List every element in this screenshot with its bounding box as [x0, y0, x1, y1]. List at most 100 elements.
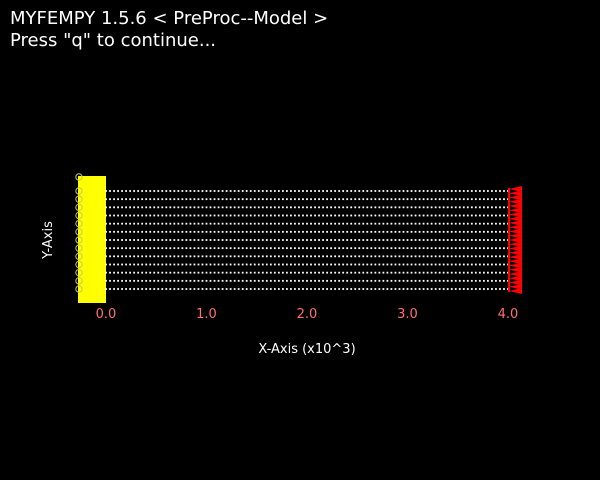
- mesh-node: [141, 206, 144, 209]
- mesh-node: [482, 222, 485, 225]
- mesh-node: [438, 230, 441, 233]
- mesh-node: [394, 271, 397, 274]
- mesh-node: [474, 190, 477, 192]
- mesh-node: [406, 263, 409, 266]
- mesh-node: [438, 239, 441, 241]
- mesh-node: [302, 214, 304, 217]
- mesh-node: [213, 247, 216, 250]
- mesh-node: [145, 198, 148, 201]
- mesh-node: [499, 206, 501, 209]
- mesh-node: [193, 222, 196, 225]
- mesh-node: [330, 263, 333, 266]
- mesh-node: [290, 288, 292, 290]
- mesh-node: [249, 190, 252, 192]
- mesh-node: [334, 271, 337, 274]
- mesh-node: [346, 214, 349, 217]
- mesh-node: [350, 230, 353, 233]
- mesh-node: [281, 255, 284, 258]
- mesh-node: [141, 247, 144, 250]
- mesh-node: [314, 239, 316, 241]
- mesh-node: [322, 190, 324, 192]
- mesh-node: [165, 247, 168, 250]
- mesh-node: [434, 247, 437, 250]
- mesh-node: [378, 206, 381, 209]
- mesh-node: [273, 214, 276, 217]
- mesh-node: [495, 190, 497, 192]
- mesh-node: [185, 288, 188, 290]
- mesh-node: [406, 206, 409, 209]
- mesh-node: [161, 198, 164, 201]
- mesh-node: [237, 271, 240, 274]
- mesh-node: [402, 206, 405, 209]
- mesh-node: [314, 263, 316, 266]
- mesh-node: [173, 288, 176, 290]
- mesh-node: [386, 255, 389, 258]
- mesh-node: [354, 230, 357, 233]
- mesh-node: [149, 222, 152, 225]
- mesh-node: [213, 222, 216, 225]
- mesh-node: [310, 288, 312, 290]
- mesh-node: [205, 239, 208, 241]
- mesh-node: [330, 222, 333, 225]
- mesh-node: [201, 206, 204, 209]
- mesh-node: [298, 206, 300, 209]
- mesh-node: [454, 190, 457, 192]
- mesh-node: [386, 247, 389, 250]
- mesh-node: [165, 198, 168, 201]
- mesh-node: [482, 288, 485, 290]
- mesh-node: [281, 279, 284, 282]
- mesh-node: [458, 279, 461, 282]
- mesh-node: [354, 263, 357, 266]
- mesh-node: [434, 239, 437, 241]
- mesh-node: [290, 190, 292, 192]
- mesh-node: [145, 214, 148, 217]
- mesh-node: [173, 279, 176, 282]
- mesh-node: [165, 222, 168, 225]
- mesh-node: [169, 288, 172, 290]
- mesh-node: [374, 279, 377, 282]
- mesh-node: [318, 214, 320, 217]
- mesh-node: [286, 239, 288, 241]
- load-arrow-icon: [509, 228, 522, 235]
- mesh-node: [277, 214, 280, 217]
- mesh-node: [358, 239, 361, 241]
- mesh-node: [390, 206, 393, 209]
- mesh-node: [458, 214, 461, 217]
- mesh-node: [149, 239, 152, 241]
- mesh-node: [281, 263, 284, 266]
- mesh-node: [261, 271, 264, 274]
- mesh-node: [370, 239, 373, 241]
- mesh-node: [277, 198, 280, 201]
- mesh-node: [229, 279, 232, 282]
- mesh-node: [261, 279, 264, 282]
- mesh-node: [165, 255, 168, 258]
- mesh-node: [503, 190, 505, 192]
- mesh-node: [346, 230, 349, 233]
- mesh-node: [310, 247, 312, 250]
- mesh-node: [478, 222, 481, 225]
- mesh-node: [213, 239, 216, 241]
- support-symbols: [75, 173, 83, 293]
- mesh-node: [302, 198, 304, 201]
- mesh-node: [334, 255, 337, 258]
- mesh-node: [201, 263, 204, 266]
- mesh-node: [221, 271, 224, 274]
- mesh-node: [245, 279, 248, 282]
- mesh-node: [217, 263, 220, 266]
- mesh-node: [261, 239, 264, 241]
- mesh-node: [362, 271, 365, 274]
- mesh-node: [454, 230, 457, 233]
- mesh-node: [137, 190, 140, 192]
- mesh-node: [438, 190, 441, 192]
- mesh-node: [470, 247, 473, 250]
- mesh-node: [205, 255, 208, 258]
- mesh-node: [462, 190, 465, 192]
- mesh-node: [197, 190, 200, 192]
- mesh-node: [495, 263, 497, 266]
- mesh-node: [438, 279, 441, 282]
- mesh-node: [169, 190, 172, 192]
- mesh-node: [294, 198, 296, 201]
- mesh-node: [406, 255, 409, 258]
- mesh-node: [495, 288, 497, 290]
- mesh-node: [487, 271, 489, 274]
